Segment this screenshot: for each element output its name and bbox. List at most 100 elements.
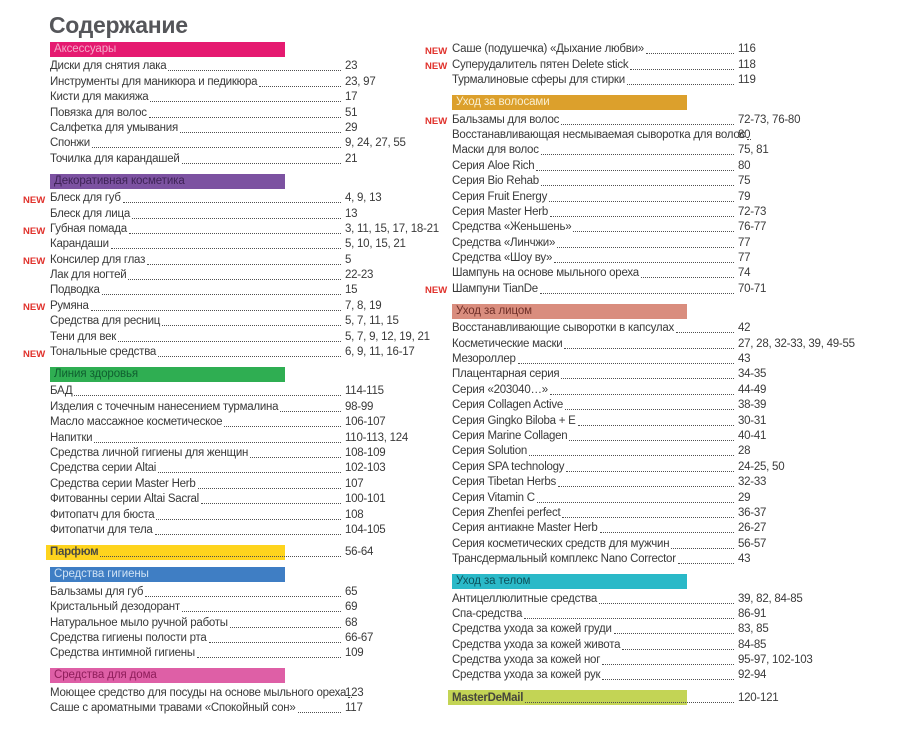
page-numbers: 23, 97: [345, 75, 376, 88]
toc-item-label: Бальзамы для волос: [452, 113, 560, 126]
toc-item-row[interactable]: Серия Solution 28: [452, 444, 862, 459]
toc-item-row[interactable]: NEW Губная помада 3, 11, 15, 17, 18-21: [23, 222, 460, 237]
toc-item-row[interactable]: Спа-средства 86-91: [452, 607, 862, 622]
page-numbers: 3, 11, 15, 17, 18-21: [345, 222, 439, 235]
toc-item-row[interactable]: NEW Консилер для глаз 5: [23, 252, 460, 268]
toc-item-row[interactable]: Средства личной гигиены для женщин 108-10…: [50, 446, 460, 461]
dot-leader: [147, 263, 341, 265]
toc-item-row[interactable]: Средства «Шоу ву» 77: [452, 251, 862, 266]
toc-item-row[interactable]: Средства интимной гигиены 109: [50, 646, 460, 661]
page-numbers: 119: [738, 74, 756, 87]
toc-item-row[interactable]: Кисти для макияжа 17: [50, 90, 460, 105]
toc-item-row[interactable]: Повязка для волос 51: [50, 105, 460, 120]
section-title: MasterDeMail: [452, 691, 524, 704]
dot-leader: [158, 472, 341, 474]
page-numbers: 9, 24, 27, 55: [345, 137, 406, 150]
toc-item-row[interactable]: Серия Gingko Biloba + E 30-31: [452, 413, 862, 428]
toc-item-row[interactable]: Средства для ресниц 5, 7, 11, 15: [50, 314, 460, 329]
toc-item-row[interactable]: Косметические маски 27, 28, 32-33, 39, 49…: [452, 336, 862, 351]
toc-item-row[interactable]: Серия Collagen Active 38-39: [452, 398, 862, 413]
page-numbers: 66-67: [345, 631, 374, 644]
toc-item-label: Фитованны серии Altai Sacral: [50, 493, 199, 506]
toc-item-row[interactable]: Средства «Линчжи» 77: [452, 235, 862, 250]
toc-item-row[interactable]: Серия Bio Rehab 75: [452, 174, 862, 189]
toc-item-row[interactable]: Турмалиновые сферы для стирки 119: [452, 73, 862, 88]
toc-item-row[interactable]: Саше с ароматными травами «Спокойный сон…: [50, 701, 460, 716]
toc-item-row[interactable]: Серия Tibetan Herbs 32-33: [452, 475, 862, 490]
toc-item-row[interactable]: Напитки 110-113, 124: [50, 430, 460, 445]
toc-item-row[interactable]: Серия Fruit Energy 79: [452, 189, 862, 204]
toc-item-row[interactable]: Точилка для карандашей 21: [50, 151, 460, 166]
toc-item-row[interactable]: Средства ухода за кожей ног 95-97, 102-10…: [452, 653, 862, 668]
toc-item-row[interactable]: Подводка 15: [50, 283, 460, 298]
toc-item-label: Саше с ароматными травами «Спокойный сон…: [50, 702, 296, 715]
toc-item-row[interactable]: Карандаши 5, 10, 15, 21: [50, 237, 460, 252]
row-main: Диски для снятия лака: [50, 59, 343, 74]
section-title: Уход за лицом: [456, 304, 532, 317]
dot-leader: [671, 547, 734, 549]
toc-item-row[interactable]: Средства гигиены полости рта 66-67: [50, 631, 460, 646]
toc-item-row[interactable]: Средства ухода за кожей груди 83, 85: [452, 622, 862, 637]
toc-item-row[interactable]: Серия SPA technology 24-25, 50: [452, 459, 862, 474]
toc-item-row[interactable]: Тени для век 5, 7, 9, 12, 19, 21: [50, 329, 460, 344]
row-main: Средства «Женьшень»: [452, 220, 736, 235]
toc-item-row[interactable]: Восстанавливающие сыворотки в капсулах 42: [452, 321, 862, 336]
toc-item-row[interactable]: NEW Бальзамы для волос 72-73, 76-80: [425, 112, 862, 128]
toc-item-row[interactable]: Лак для ногтей 22-23: [50, 268, 460, 283]
toc-item-row[interactable]: NEW Тональные средства 6, 9, 11, 16-17: [23, 345, 460, 360]
toc-item-row[interactable]: Антицеллюлитные средства 39, 82, 84-85: [452, 591, 862, 606]
toc-item-row[interactable]: Серия Master Herb 72-73: [452, 205, 862, 220]
toc-item-row[interactable]: Средства ухода за кожей живота 84-85: [452, 637, 862, 652]
row-main: Маски для волос: [452, 143, 736, 158]
row-main: Инструменты для маникюра и педикюра: [50, 75, 343, 90]
toc-item-row[interactable]: Серия Vitamin C 29: [452, 490, 862, 505]
toc-item-row[interactable]: Серия «203040…» 44-49: [452, 382, 862, 397]
toc-item-row[interactable]: Средства серии Altai 102-103: [50, 461, 460, 476]
toc-item-row[interactable]: Спонжи 9, 24, 27, 55: [50, 136, 460, 151]
toc-item-row[interactable]: Серия антиакне Master Herb 26-27: [452, 521, 862, 536]
row-main: Карандаши: [50, 237, 343, 252]
dot-leader: [196, 657, 341, 659]
toc-item-row[interactable]: Плацентарная серия 34-35: [452, 367, 862, 382]
dot-leader: [529, 455, 734, 457]
dot-leader: [197, 487, 341, 489]
toc-item-row[interactable]: Маски для волос 75, 81: [452, 143, 862, 158]
toc-item-row[interactable]: NEW Саше (подушечка) «Дыхание любви» 116: [425, 42, 862, 57]
toc-item-row[interactable]: БАД 114-115: [50, 384, 460, 399]
section-title: Аксессуары: [54, 43, 117, 55]
toc-item-row[interactable]: Салфетка для умывания 29: [50, 121, 460, 136]
toc-item-row[interactable]: Масло массажное косметическое 106-107: [50, 415, 460, 430]
toc-item-row[interactable]: Серия косметических средств для мужчин 56…: [452, 536, 862, 551]
toc-item-row[interactable]: Средства ухода за кожей рук 92-94: [452, 668, 862, 683]
toc-item-row[interactable]: NEW Румяна 7, 8, 19: [23, 298, 460, 314]
toc-item-row[interactable]: Бальзамы для губ 65: [50, 584, 460, 599]
toc-item-label: Средства личной гигиены для женщин: [50, 446, 249, 459]
toc-item-label: Суперудалитель пятен Delete stick: [452, 58, 629, 71]
toc-item-row[interactable]: Восстанавливающая несмываемая сыворотка …: [452, 128, 862, 143]
page-numbers: 86-91: [738, 607, 767, 620]
toc-item-row[interactable]: Серия Marine Collagen 40-41: [452, 429, 862, 444]
toc-item-row[interactable]: Серия Aloe Rich 80: [452, 158, 862, 173]
section-link-row[interactable]: Парфюм 56-64: [46, 544, 460, 560]
toc-item-row[interactable]: NEW Блеск для губ 4, 9, 13: [23, 191, 460, 206]
toc-item-row[interactable]: Шампунь на основе мыльного ореха 74: [452, 266, 862, 281]
toc-item-row[interactable]: Изделия с точечным нанесением турмалина 9…: [50, 399, 460, 414]
toc-item-row[interactable]: Фитованны серии Altai Sacral 100-101: [50, 492, 460, 507]
page-numbers: 72-73: [738, 205, 767, 218]
toc-item-row[interactable]: Натуральное мыло ручной работы 68: [50, 615, 460, 630]
toc-item-row[interactable]: Фитопатчи для тела 104-105: [50, 523, 460, 538]
toc-item-row[interactable]: Кристальный дезодорант 69: [50, 600, 460, 615]
toc-item-row[interactable]: NEW Суперудалитель пятен Delete stick 118: [425, 57, 862, 73]
toc-item-row[interactable]: Трансдермальный комплекс Nano Corrector 4…: [452, 552, 862, 567]
toc-item-row[interactable]: Диски для снятия лака 23: [50, 59, 460, 74]
toc-item-row[interactable]: Средства серии Master Herb 107: [50, 476, 460, 491]
section-link-row[interactable]: MasterDeMail 120-121: [448, 690, 862, 706]
toc-item-row[interactable]: Инструменты для маникюра и педикюра 23, 9…: [50, 74, 460, 89]
toc-item-row[interactable]: Фитопатч для бюста 108: [50, 507, 460, 522]
toc-item-row[interactable]: Средства «Женьшень» 76-77: [452, 220, 862, 235]
toc-item-row[interactable]: NEW Шампуни TianDe 70-71: [425, 281, 862, 297]
toc-item-row[interactable]: Моющее средство для посуды на основе мыл…: [50, 685, 460, 700]
toc-item-row[interactable]: Мезороллер 43: [452, 352, 862, 367]
toc-item-row[interactable]: Серия Zhenfei perfect 36-37: [452, 506, 862, 521]
toc-item-row[interactable]: Блеск для лица 13: [50, 206, 460, 221]
